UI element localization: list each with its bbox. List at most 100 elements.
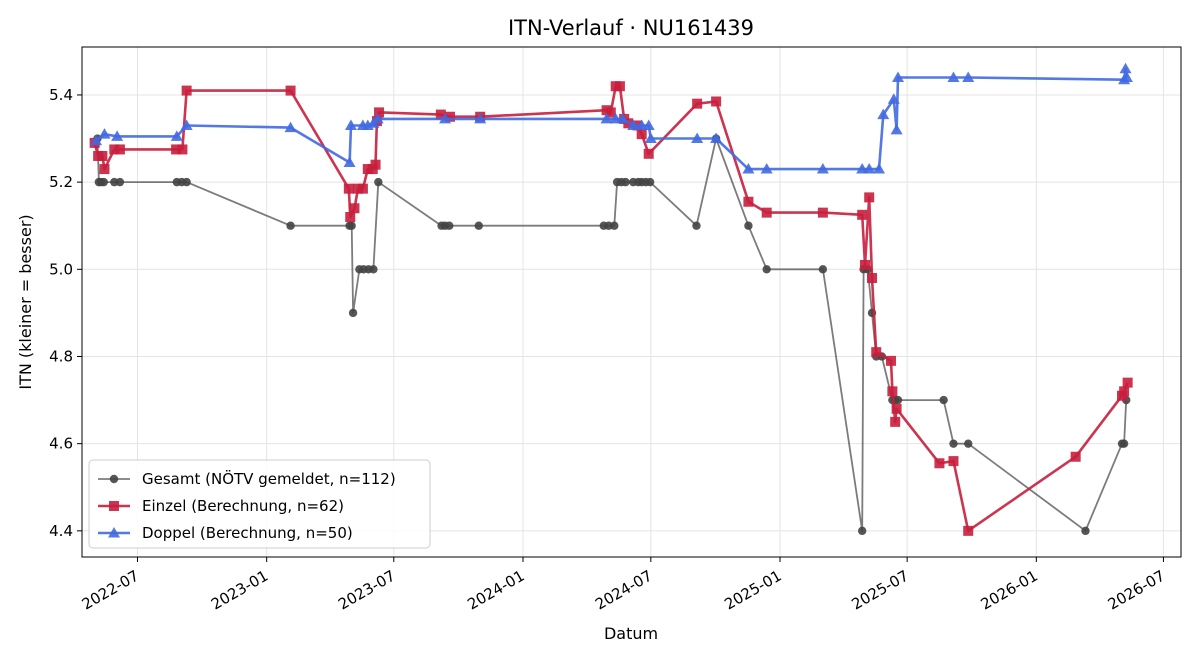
data-point	[891, 403, 902, 414]
legend-marker	[109, 501, 119, 511]
y-tick-label: 4.6	[49, 435, 73, 453]
data-point	[621, 177, 630, 187]
data-point	[710, 132, 723, 144]
data-point	[711, 96, 722, 107]
data-point	[817, 207, 828, 218]
data-point	[645, 177, 655, 187]
data-point	[1119, 62, 1132, 74]
plot-area-frame	[81, 46, 1182, 558]
data-point	[887, 386, 898, 397]
data-point	[691, 132, 704, 144]
data-point	[111, 130, 124, 141]
data-point	[90, 134, 103, 146]
data-point	[762, 265, 771, 274]
data-point	[963, 525, 974, 536]
data-point	[818, 265, 828, 274]
data-point	[873, 163, 886, 174]
data-point	[1120, 71, 1133, 83]
data-point	[374, 107, 385, 118]
data-point	[97, 150, 108, 161]
data-point	[877, 108, 890, 120]
data-point	[947, 71, 960, 83]
data-point	[692, 221, 701, 230]
data-point	[181, 85, 192, 96]
data-point	[948, 456, 959, 467]
data-point	[610, 221, 619, 230]
data-point	[98, 128, 111, 139]
chart-title: ITN-Verlauf · NU161439	[508, 16, 754, 40]
series-3	[90, 62, 1133, 174]
data-point	[1122, 377, 1133, 388]
legend-box	[88, 459, 431, 549]
data-point	[890, 123, 903, 135]
legend-marker	[109, 474, 119, 484]
legend: Gesamt (NÖTV gemeldet, n=112) Einzel (Ber…	[88, 459, 431, 549]
data-point	[744, 221, 753, 230]
data-point	[1070, 451, 1081, 462]
data-point	[761, 207, 772, 218]
legend-label: Gesamt (NÖTV gemeldet, n=112)	[142, 469, 396, 488]
data-point	[692, 98, 703, 109]
data-point	[857, 526, 867, 536]
data-point	[642, 119, 655, 130]
data-point	[605, 107, 616, 118]
data-point	[939, 395, 948, 405]
data-point	[643, 148, 654, 159]
data-point	[344, 119, 357, 130]
data-point	[177, 144, 188, 155]
data-point	[743, 196, 754, 207]
data-point	[1119, 439, 1129, 448]
data-point	[644, 132, 657, 144]
data-point	[374, 177, 383, 187]
data-point	[347, 221, 356, 230]
data-point	[370, 159, 381, 170]
data-point	[891, 71, 904, 83]
data-point	[371, 112, 384, 124]
data-point	[284, 121, 297, 133]
data-point	[99, 177, 108, 187]
data-point	[180, 119, 193, 130]
data-point	[964, 439, 973, 448]
data-point	[474, 112, 487, 124]
data-point	[857, 209, 868, 220]
data-point	[345, 212, 356, 222]
data-point	[343, 156, 356, 168]
y-tick-label: 5.4	[49, 86, 73, 104]
data-point	[439, 112, 452, 124]
data-point	[636, 129, 647, 140]
data-point	[887, 93, 900, 104]
data-point	[343, 183, 354, 194]
data-point	[627, 119, 640, 130]
data-point	[357, 183, 368, 194]
data-point	[435, 109, 446, 120]
y-tick-label: 5.2	[49, 173, 73, 191]
legend-label: Doppel (Berechnung, n=50)	[142, 524, 353, 542]
data-point	[182, 177, 191, 187]
data-point	[109, 144, 120, 155]
data-point	[600, 112, 613, 124]
data-point	[445, 221, 454, 230]
data-point	[962, 71, 975, 83]
data-point	[616, 112, 629, 124]
y-tick-label: 4.8	[49, 347, 73, 365]
data-point	[348, 308, 358, 318]
data-point	[949, 439, 958, 448]
x-axis-label: Datum	[604, 624, 658, 643]
y-tick-label: 4.4	[49, 522, 73, 540]
data-point	[115, 177, 125, 187]
data-point	[816, 163, 829, 174]
data-point	[474, 221, 483, 230]
data-point	[859, 259, 870, 270]
series-2	[89, 81, 1133, 536]
y-axis-label: ITN (kleiner = besser)	[16, 214, 35, 389]
data-point	[760, 163, 773, 174]
data-point	[864, 192, 875, 203]
data-point	[742, 163, 755, 174]
data-point	[171, 144, 182, 155]
data-point	[99, 164, 110, 175]
y-tick-label: 5.0	[49, 260, 73, 278]
data-point	[1119, 386, 1130, 397]
data-point	[885, 355, 896, 366]
